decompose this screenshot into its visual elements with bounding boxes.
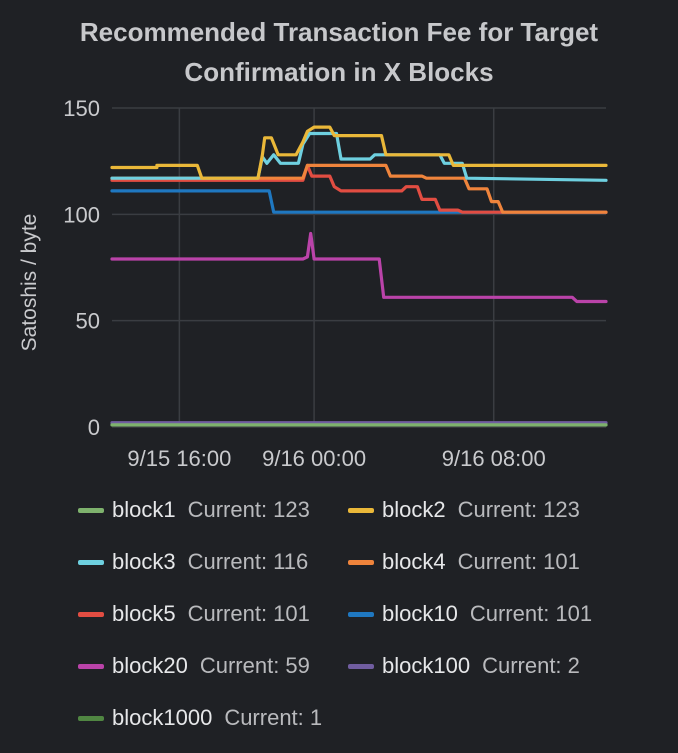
legend-series-name: block20 — [112, 653, 188, 678]
legend-current-value: Current: 101 — [187, 601, 310, 626]
legend-current-value: Current: 1 — [224, 705, 323, 730]
y-axis-title: Satoshis / byte — [18, 214, 41, 352]
legend-item-block5[interactable]: block5 Current: 101 — [78, 588, 310, 640]
chart-title: Recommended Transaction Fee for Target C… — [79, 17, 599, 87]
legend-series-name: block10 — [382, 601, 458, 626]
legend-swatch — [348, 507, 374, 513]
legend-series-name: block1 — [112, 497, 176, 522]
legend-swatch — [78, 611, 104, 617]
legend-item-block20[interactable]: block20 Current: 59 — [78, 640, 310, 692]
legend-current-value: Current: 101 — [457, 549, 580, 574]
legend-item-block10[interactable]: block10 Current: 101 — [348, 588, 592, 640]
legend-current-value: Current: 101 — [469, 601, 593, 626]
series-line-block4 — [110, 163, 608, 214]
legend-current-value: Current: 123 — [187, 497, 310, 522]
legend-series-name: block4 — [382, 549, 446, 574]
legend-item-block4[interactable]: block4 Current: 101 — [348, 536, 580, 588]
x-tick-label: 9/15 16:00 — [127, 446, 231, 470]
legend-series-name: block1000 — [112, 705, 213, 730]
legend-swatch — [348, 611, 374, 617]
y-tick-label: 50 — [76, 309, 100, 334]
legend-item-block100[interactable]: block100 Current: 2 — [348, 640, 580, 692]
series-lines — [110, 125, 608, 427]
legend-swatch — [78, 715, 104, 721]
grid — [112, 107, 606, 428]
legend-item-block3[interactable]: block3 Current: 116 — [78, 536, 308, 588]
legend-swatch — [348, 559, 374, 565]
y-tick-label: 150 — [63, 96, 100, 121]
legend-series-name: block3 — [112, 549, 176, 574]
axes: 0 50 100 150 9/15 16:00 9/16 00:00 9/16 08:00 S… — [18, 96, 546, 470]
legend-swatch — [78, 507, 104, 513]
legend-current-value: Current: 59 — [199, 653, 310, 678]
series-line-block5 — [110, 163, 608, 214]
x-tick-label: 9/16 08:00 — [442, 446, 546, 470]
x-tick-label: 9/16 00:00 — [262, 446, 366, 470]
legend-swatch — [78, 663, 104, 669]
legend-current-value: Current: 123 — [457, 497, 580, 522]
legend-swatch — [78, 559, 104, 565]
y-tick-label: 100 — [63, 202, 100, 227]
legend-swatch — [348, 663, 374, 669]
series-line-block3 — [110, 131, 608, 182]
legend-item-block2[interactable]: block2 Current: 123 — [348, 484, 580, 536]
legend-series-name: block100 — [382, 653, 471, 678]
legend-current-value: Current: 2 — [482, 653, 580, 678]
chart-plot: 0 50 100 150 9/15 16:00 9/16 00:00 9/16 08:00 S… — [18, 96, 608, 470]
legend-item-block1[interactable]: block1 Current: 123 — [78, 484, 310, 536]
legend-series-name: block2 — [382, 497, 446, 522]
legend-current-value: Current: 116 — [187, 549, 309, 574]
series-line-block20 — [110, 231, 608, 304]
legend-item-block1000[interactable]: block1000 Current: 1 — [78, 692, 322, 744]
series-line-block2 — [110, 125, 608, 180]
series-line-block10 — [110, 189, 608, 214]
legend-series-name: block5 — [112, 601, 176, 626]
y-tick-label: 0 — [88, 415, 100, 440]
